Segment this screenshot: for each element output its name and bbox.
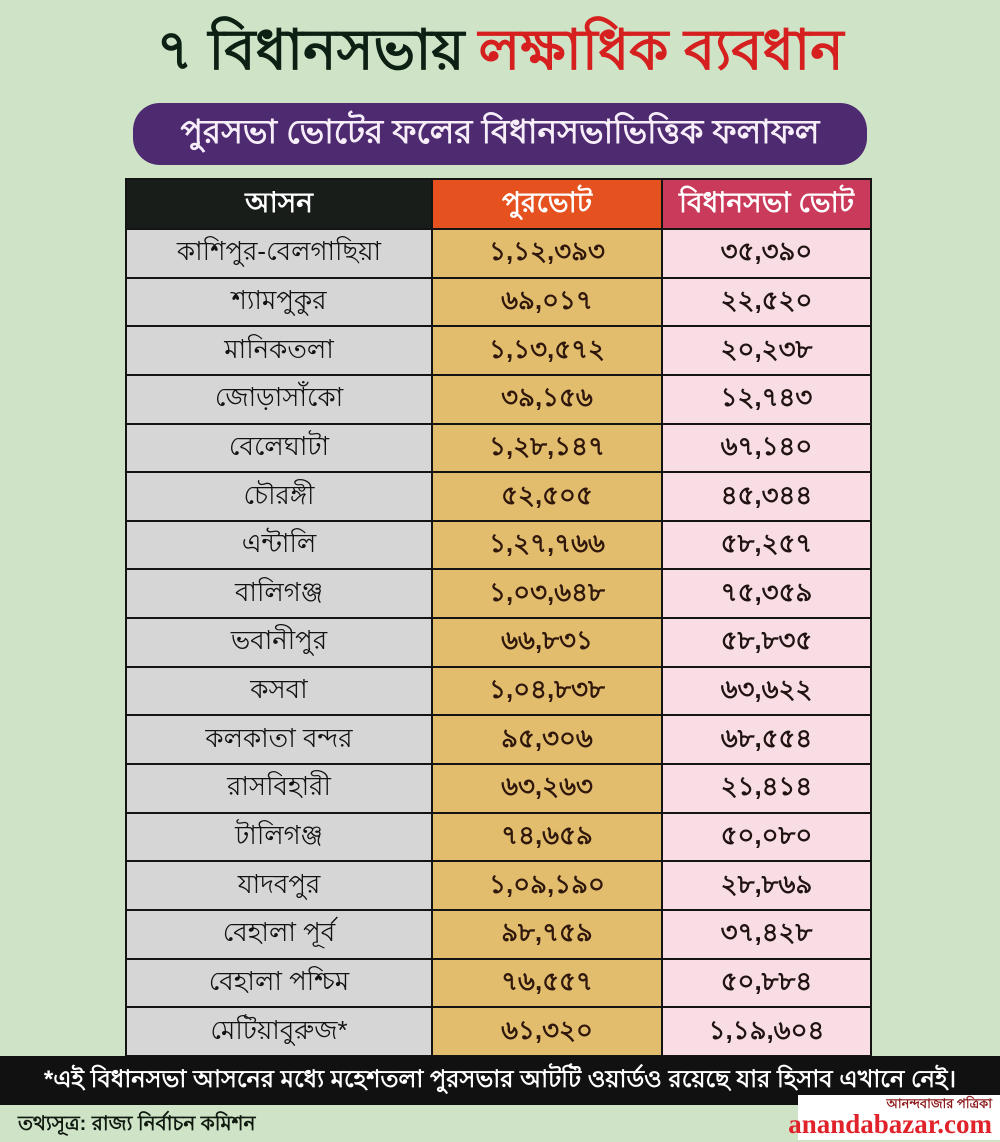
subtitle-text: পুরসভা ভোটের ফলের বিধানসভাভিত্তিক ফলাফল [180,113,820,150]
header-assembly-vote: বিধানসভা ভোট [661,178,872,230]
table-row: মেটিয়াবুরুজ* ৬১,৩২০ ১,১৯,৬০৪ [125,1006,872,1057]
seat-name-cell: টালিগঞ্জ [125,811,433,863]
municipal-vote-cell: ১,১৩,৫৭২ [431,325,663,376]
assembly-vote-cell: ৬৩,৬২২ [661,665,872,717]
table-row: কাশিপুর-বেলগাছিয়া ১,১২,৩৯৩ ৩৫,৩৯০ [125,228,872,279]
footnote-text: *এই বিধানসভা আসনের মধ্যে মহেশতলা পুরসভার… [43,1065,957,1093]
table-row: বেহালা পূর্ব ৯৮,৭৫৯ ৩৭,৪২৮ [125,908,872,960]
source-credit: তথ্যসূত্র: রাজ্য নির্বাচন কমিশন [18,1113,256,1135]
municipal-vote-cell: ১,২৮,১৪৭ [431,422,663,474]
municipal-vote-cell: ৯৫,৩০৬ [431,714,663,766]
subtitle-banner: পুরসভা ভোটের ফলের বিধানসভাভিত্তিক ফলাফল [133,103,867,165]
table-row: রাসবিহারী ৬৩,২৬৩ ২১,৪১৪ [125,763,872,814]
seat-name-cell: রাসবিহারী [125,763,433,814]
assembly-vote-cell: ২০,২৩৮ [661,325,872,376]
assembly-vote-cell: ৭৫,৩৫৯ [661,568,872,620]
publisher-logo: আনন্দবাজার পত্রিকা anandabazar.com [788,1095,1000,1140]
table-row: ভবানীপুর ৬৬,৮৩১ ৫৮,৮৩৫ [125,617,872,668]
municipal-vote-cell: ৬৩,২৬৩ [431,763,663,814]
seat-name-cell: কলকাতা বন্দর [125,714,433,766]
seat-name-cell: বেলেঘাটা [125,422,433,474]
assembly-vote-cell: ১,১৯,৬০৪ [661,1006,872,1057]
header-municipal-vote: পুরভোট [431,178,663,230]
table-row: টালিগঞ্জ ৭৪,৬৫৯ ৫০,০৮০ [125,811,872,863]
table-row: বালিগঞ্জ ১,০৩,৬৪৮ ৭৫,৩৫৯ [125,568,872,620]
municipal-vote-cell: ৭৪,৬৫৯ [431,811,663,863]
seat-name-cell: এন্টালি [125,519,433,571]
table-row: বেহালা পশ্চিম ৭৬,৫৫৭ ৫০,৮৮৪ [125,957,872,1009]
title-dark-part: ৭ বিধানসভায় [156,18,465,81]
footnote-bar: *এই বিধানসভা আসনের মধ্যে মহেশতলা পুরসভার… [0,1056,1000,1105]
assembly-vote-cell: ৫৮,৮৩৫ [661,617,872,668]
municipal-vote-cell: ৩৯,১৫৬ [431,373,663,425]
table-row: কসবা ১,০৪,৮৩৮ ৬৩,৬২২ [125,665,872,717]
assembly-vote-cell: ৬৮,৫৫৪ [661,714,872,766]
page-title: ৭ বিধানসভায় লক্ষাধিক ব্যবধান [0,8,1000,100]
table-row: কলকাতা বন্দর ৯৫,৩০৬ ৬৮,৫৫৪ [125,714,872,766]
publisher-masthead-text: আনন্দবাজার পত্রিকা [886,1095,992,1111]
table-row: মানিকতলা ১,১৩,৫৭২ ২০,২৩৮ [125,325,872,376]
seat-name-cell: বেহালা পূর্ব [125,908,433,960]
table-row: চৌরঙ্গী ৫২,৫০৫ ৪৫,৩৪৪ [125,471,872,522]
municipal-vote-cell: ৭৬,৫৫৭ [431,957,663,1009]
municipal-vote-cell: ১,১২,৩৯৩ [431,228,663,279]
assembly-vote-cell: ৪৫,৩৪৪ [661,471,872,522]
table-body: কাশিপুর-বেলগাছিয়া ১,১২,৩৯৩ ৩৫,৩৯০ শ্যামপুক… [125,228,872,1057]
publisher-domain-text: anandabazar.com [788,1109,992,1140]
seat-name-cell: শ্যামপুকুর [125,276,433,328]
seat-name-cell: কসবা [125,665,433,717]
results-table: আসন পুরভোট বিধানসভা ভোট কাশিপুর-বেলগাছিয… [125,178,872,1057]
assembly-vote-cell: ২২,৫২০ [661,276,872,328]
table-row: এন্টালি ১,২৭,৭৬৬ ৫৮,২৫৭ [125,519,872,571]
assembly-vote-cell: ৫৮,২৫৭ [661,519,872,571]
table-row: বেলেঘাটা ১,২৮,১৪৭ ৬৭,১৪০ [125,422,872,474]
seat-name-cell: বেহালা পশ্চিম [125,957,433,1009]
municipal-vote-cell: ১,০৪,৮৩৮ [431,665,663,717]
table-row: জোড়াসাঁকো ৩৯,১৫৬ ১২,৭৪৩ [125,373,872,425]
table-row: যাদবপুর ১,০৯,১৯০ ২৮,৮৬৯ [125,860,872,911]
municipal-vote-cell: ১,২৭,৭৬৬ [431,519,663,571]
table-header-row: আসন পুরভোট বিধানসভা ভোট [125,178,872,230]
municipal-vote-cell: ৬৬,৮৩১ [431,617,663,668]
municipal-vote-cell: ৬৯,০১৭ [431,276,663,328]
municipal-vote-cell: ১,০৩,৬৪৮ [431,568,663,620]
assembly-vote-cell: ১২,৭৪৩ [661,373,872,425]
assembly-vote-cell: ২১,৪১৪ [661,763,872,814]
assembly-vote-cell: ৫০,০৮০ [661,811,872,863]
seat-name-cell: বালিগঞ্জ [125,568,433,620]
municipal-vote-cell: ৫২,৫০৫ [431,471,663,522]
assembly-vote-cell: ৩৭,৪২৮ [661,908,872,960]
assembly-vote-cell: ৩৫,৩৯০ [661,228,872,279]
seat-name-cell: জোড়াসাঁকো [125,373,433,425]
seat-name-cell: ভবানীপুর [125,617,433,668]
assembly-vote-cell: ২৮,৮৬৯ [661,860,872,911]
title-red-part: লক্ষাধিক ব্যবধান [478,18,844,81]
seat-name-cell: মানিকতলা [125,325,433,376]
seat-name-cell: চৌরঙ্গী [125,471,433,522]
header-seat: আসন [125,178,433,230]
seat-name-cell: মেটিয়াবুরুজ* [125,1006,433,1057]
seat-name-cell: কাশিপুর-বেলগাছিয়া [125,228,433,279]
municipal-vote-cell: ১,০৯,১৯০ [431,860,663,911]
assembly-vote-cell: ৫০,৮৮৪ [661,957,872,1009]
municipal-vote-cell: ৯৮,৭৫৯ [431,908,663,960]
municipal-vote-cell: ৬১,৩২০ [431,1006,663,1057]
assembly-vote-cell: ৬৭,১৪০ [661,422,872,474]
table-row: শ্যামপুকুর ৬৯,০১৭ ২২,৫২০ [125,276,872,328]
seat-name-cell: যাদবপুর [125,860,433,911]
